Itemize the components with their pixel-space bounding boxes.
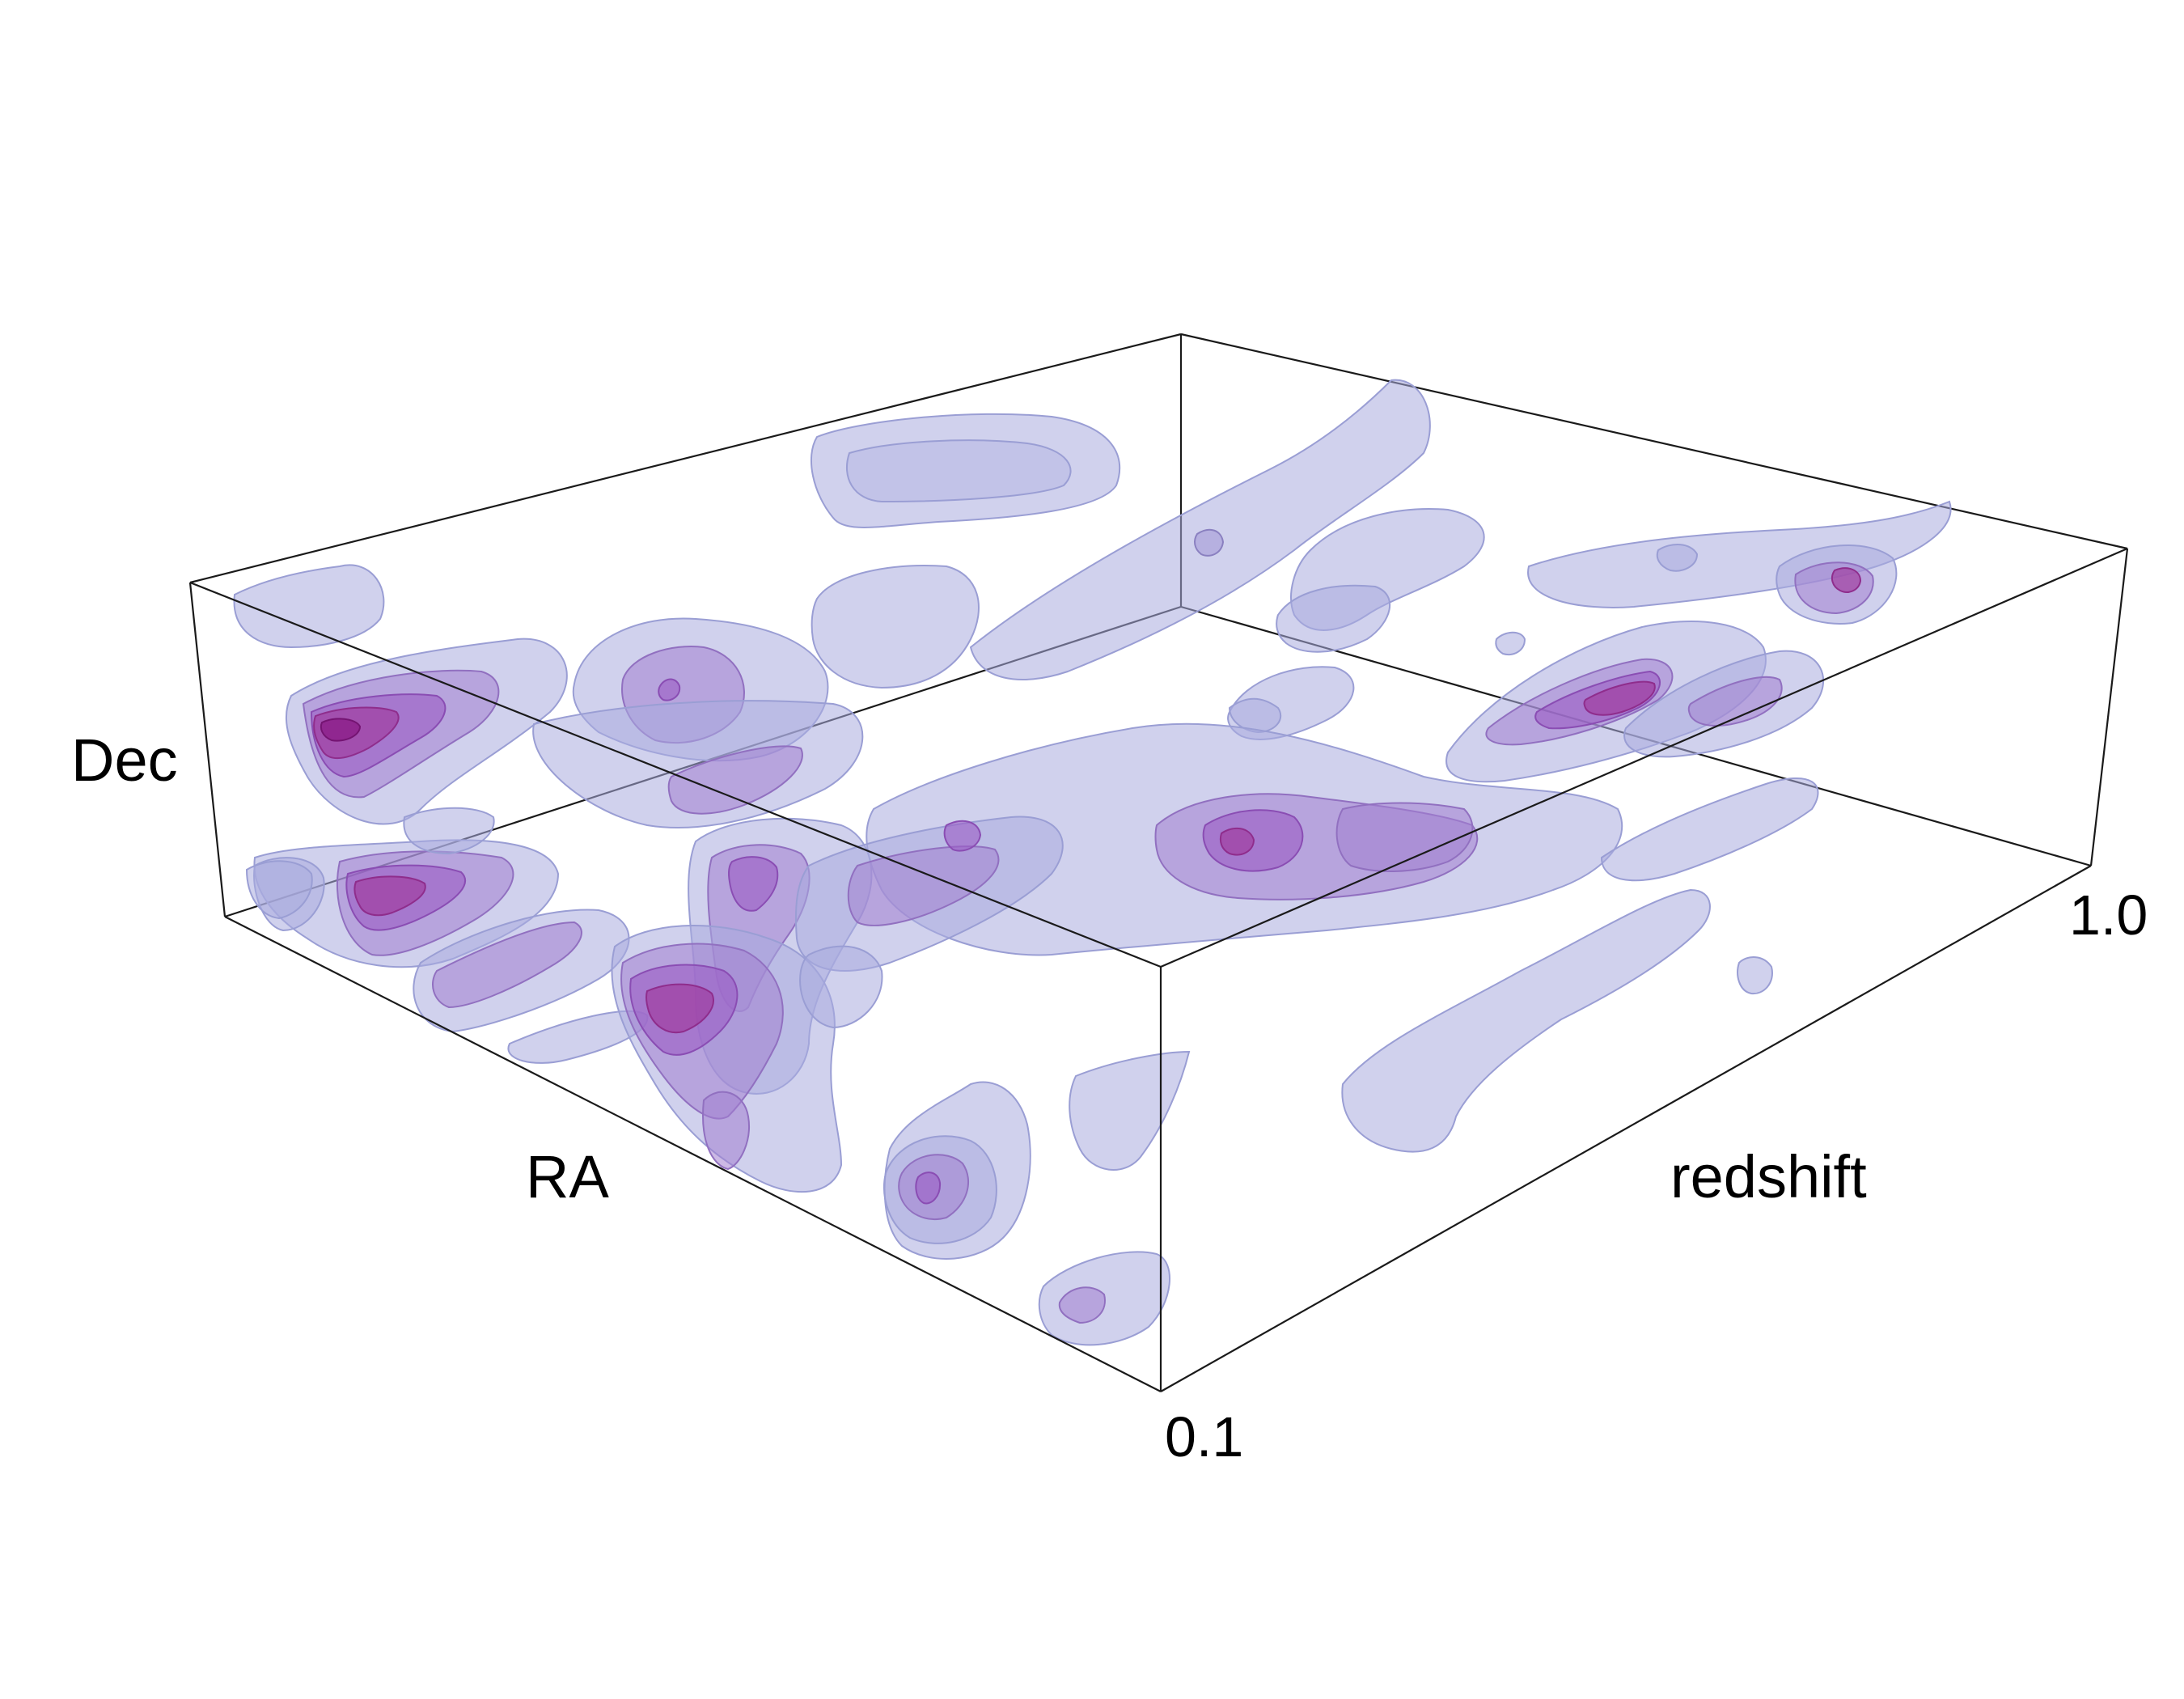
isosurface-blob: [667, 745, 803, 815]
isosurface-blob: [702, 1091, 750, 1171]
isosurface-blob: [1831, 567, 1862, 593]
box-edge-front-top-right: [1160, 547, 2128, 968]
isosurface-blob: [1228, 697, 1282, 734]
isosurface-blob: [353, 875, 426, 917]
isosurface-blob: [233, 564, 385, 649]
isosurface-blob: [943, 820, 982, 852]
isosurface-blob: [1656, 544, 1699, 572]
y-axis-label: Dec: [71, 727, 178, 794]
isosurface-blob: [245, 860, 313, 920]
isosurface-blob: [1495, 631, 1526, 655]
z-axis-label: redshift: [1670, 1143, 1867, 1210]
isosurface-blob: [645, 983, 714, 1034]
box-edge-back-top-right: [1180, 333, 2128, 550]
isosurface-blob: [915, 1172, 942, 1205]
isosurface-blob: [403, 807, 495, 855]
z-tick-label-0.1: 0.1: [1165, 1405, 1243, 1468]
isosurface-blob: [532, 700, 864, 828]
isosurface-blob: [1527, 500, 1952, 608]
isosurface-blob: [1276, 584, 1390, 653]
x-axis-label: RA: [526, 1143, 609, 1210]
isosurface-blob: [658, 678, 681, 701]
isosurface-blob: [432, 921, 582, 1009]
box-front-edges: [188, 547, 2129, 1392]
z-tick-label-1.0: 1.0: [2069, 883, 2148, 947]
isosurface-blob: [1737, 956, 1773, 995]
isosurface-blob: [1069, 1050, 1191, 1171]
isosurface-blob: [1058, 1286, 1106, 1324]
box-edge-right-vertical: [2089, 548, 2129, 866]
box-edge-front-top-left: [189, 581, 1162, 968]
isosurface-blob: [1194, 528, 1225, 557]
box-edge-front-bottom-left: [224, 916, 1162, 1392]
isosurface-blob: [1335, 802, 1474, 872]
box-edge-back-top-left: [189, 333, 1182, 584]
isosurface-blob: [1687, 676, 1783, 727]
isosurface-blob: [845, 439, 1072, 503]
isosurface-blob: [1600, 777, 1819, 882]
isosurface-blob: [1219, 827, 1255, 856]
isosurface-blob: [799, 945, 883, 1029]
isosurface-layer: [233, 379, 1952, 1346]
box-edge-front-bottom-right: [1160, 865, 2092, 1392]
isosurface-blob: [1583, 680, 1656, 716]
isosurface-blob: [728, 856, 779, 912]
isosurface-blob: [847, 845, 1000, 926]
isosurface-blob: [1341, 888, 1711, 1153]
isosurface-blob: [811, 565, 980, 689]
isosurface-blob: [969, 379, 1431, 680]
box-edge-front-left-vertical: [188, 582, 226, 917]
isosurface-blob: [320, 718, 362, 742]
